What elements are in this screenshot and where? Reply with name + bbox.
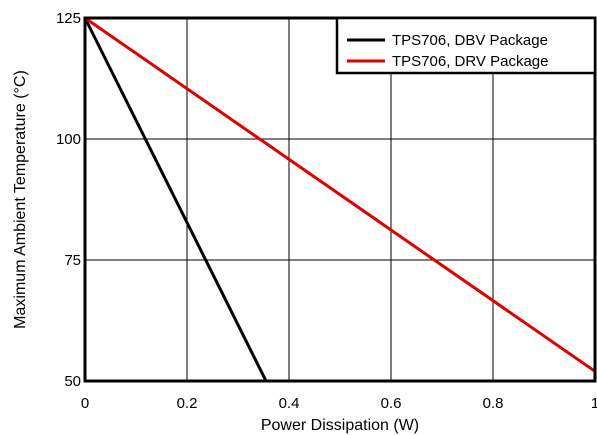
series-lines [83, 16, 596, 382]
y-tick-label: 75 [64, 252, 81, 269]
series-line-2 [84, 16, 596, 373]
series-line-1 [83, 17, 268, 382]
legend-box [335, 16, 597, 75]
y-tick-label: 100 [56, 131, 81, 148]
x-tick-label: 0 [81, 395, 89, 412]
tick-labels: 0 0.2 0.4 0.6 0.8 1 50 75 100 125 [56, 10, 597, 412]
x-tick-label: 0.6 [381, 395, 402, 412]
x-tick-label: 0.8 [483, 395, 504, 412]
x-tick-label: 1 [591, 395, 597, 412]
x-axis-label: Power Dissipation (W) [261, 417, 419, 434]
x-tick-label: 0.4 [279, 395, 300, 412]
legend-entry-1: TPS706, DBV Package [392, 32, 548, 49]
y-tick-label: 50 [64, 373, 81, 390]
y-tick-label: 125 [56, 10, 81, 27]
legend: TPS706, DBV Package TPS706, DRV Package [335, 16, 597, 75]
legend-entry-2: TPS706, DRV Package [392, 53, 548, 70]
x-tick-label: 0.2 [177, 395, 198, 412]
y-axis-label: Maximum Ambient Temperature (°C) [12, 70, 29, 329]
